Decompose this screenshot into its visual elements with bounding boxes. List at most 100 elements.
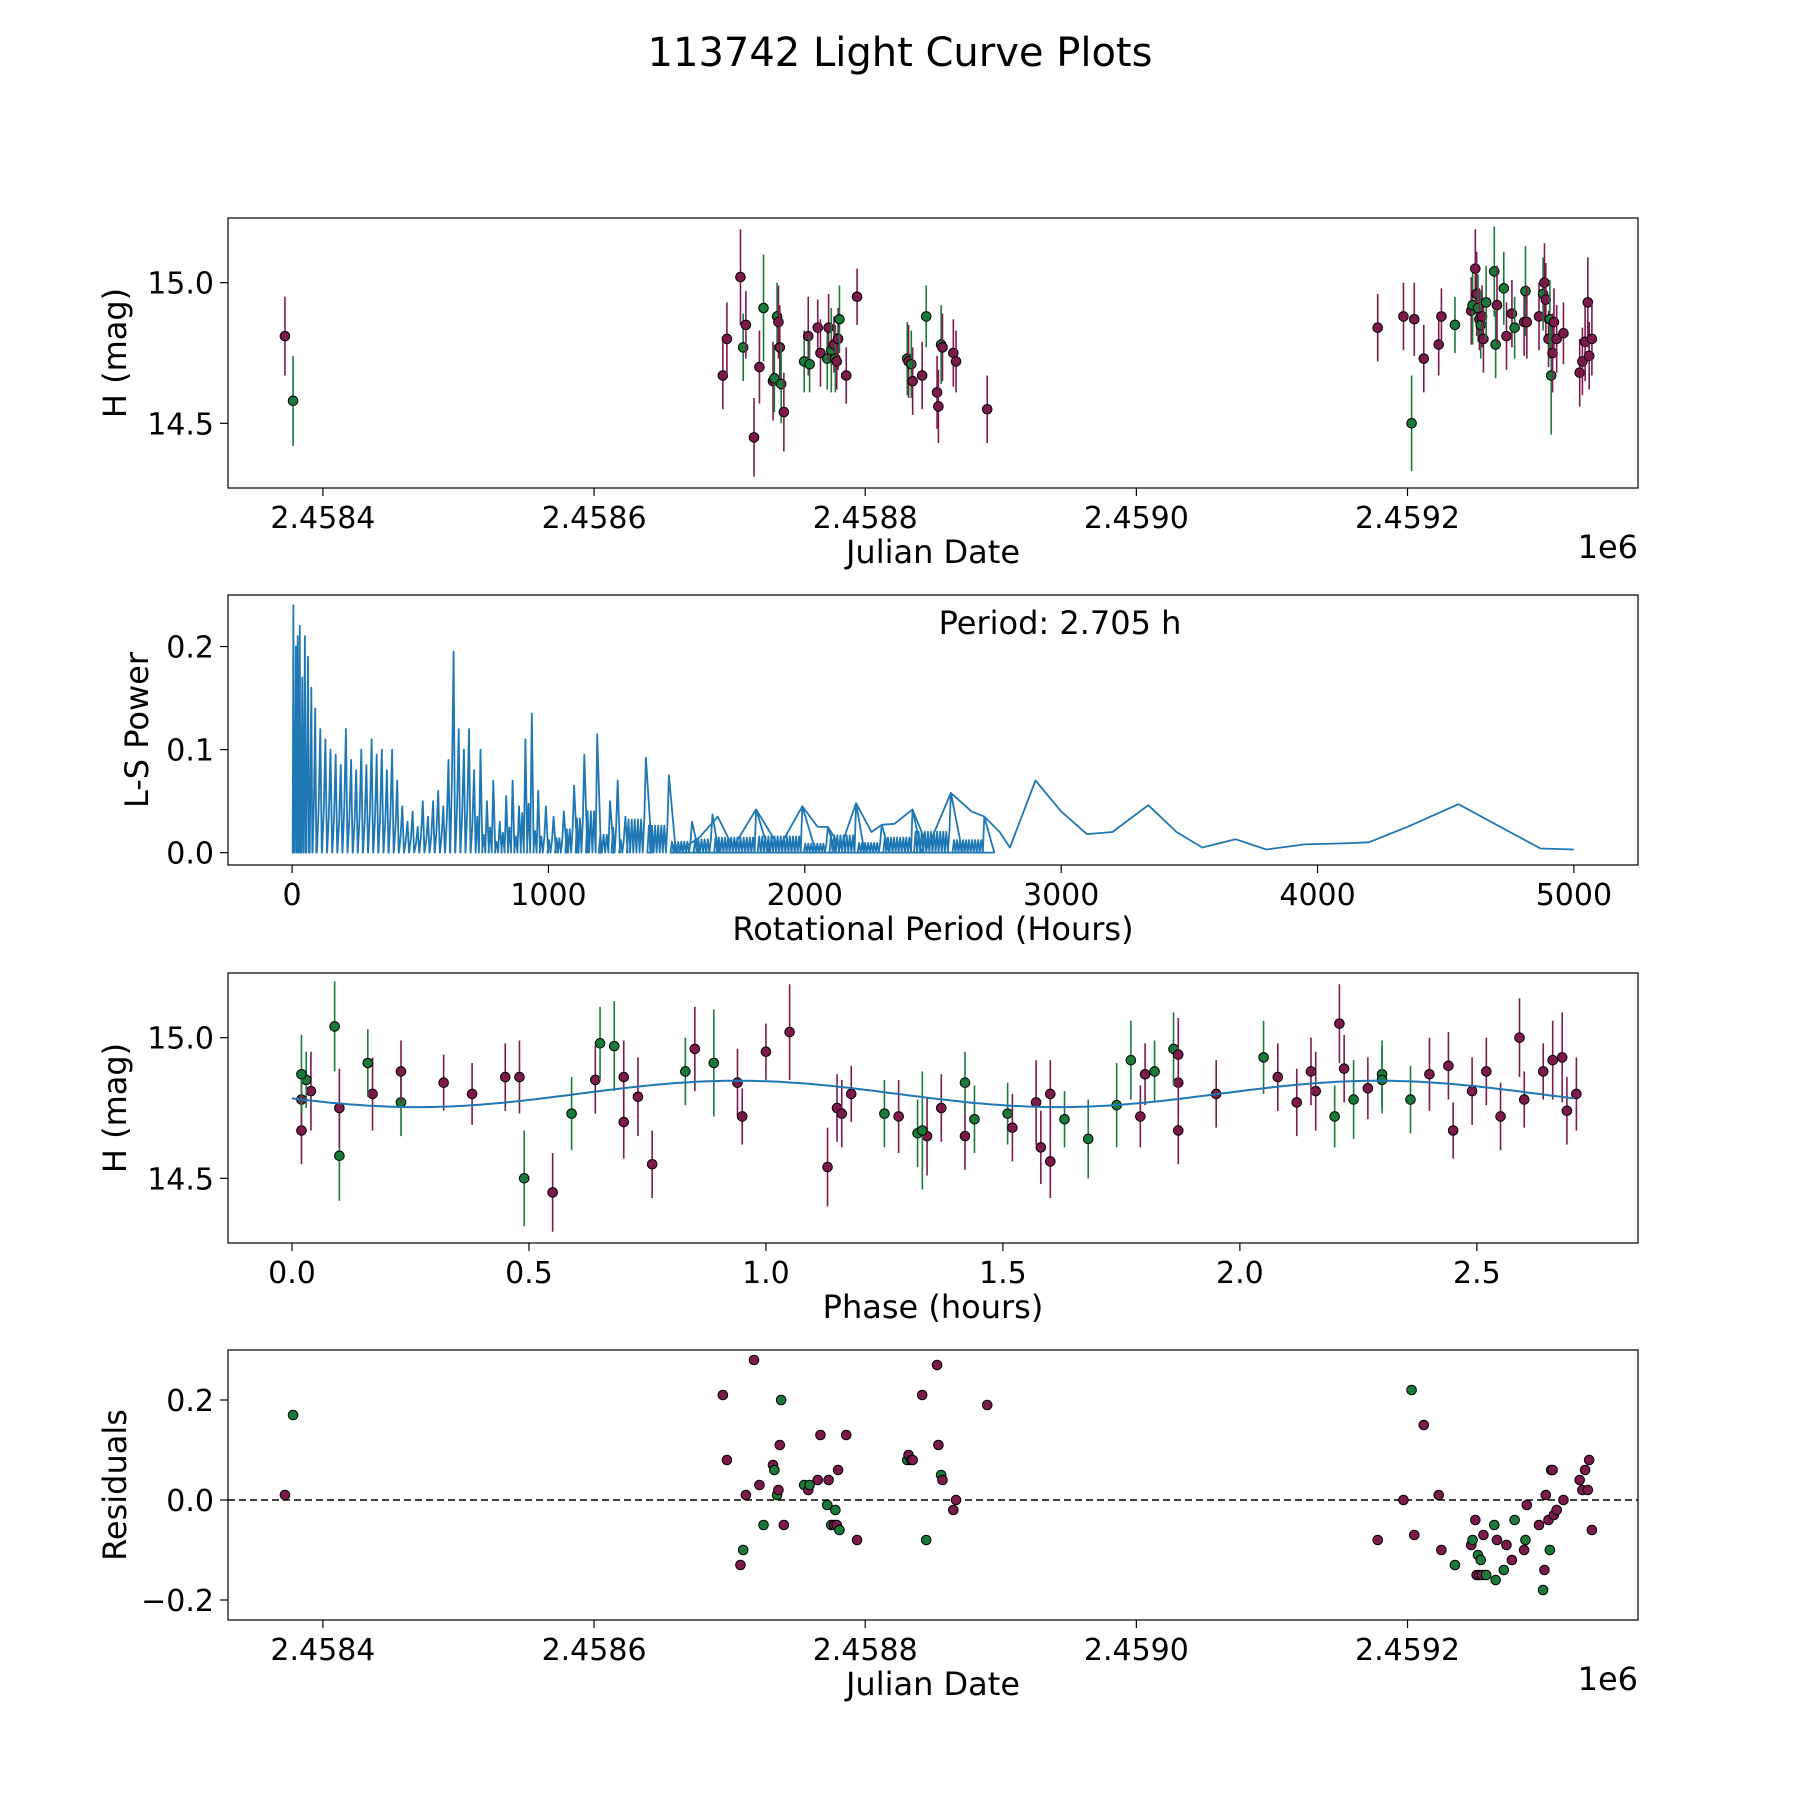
phase-point xyxy=(594,1038,606,1049)
periodogram-xtick-label: 3000 xyxy=(1023,878,1099,913)
phase-point xyxy=(760,1046,772,1058)
phase-point xyxy=(1035,1142,1047,1153)
phase-point xyxy=(608,1040,620,1052)
phase-point xyxy=(1443,1060,1454,1072)
light-curve-point xyxy=(1408,313,1420,325)
light-curve-point xyxy=(907,375,918,387)
residual-point xyxy=(1436,1544,1447,1556)
light-curve-point xyxy=(735,271,746,283)
light-curve-xtick-label: 2.4584 xyxy=(270,501,375,536)
residual-point xyxy=(1544,1544,1556,1556)
phase-point xyxy=(518,1173,530,1184)
light-curve-point xyxy=(815,347,826,359)
light-curve-point xyxy=(721,333,733,345)
residual-point xyxy=(840,1429,852,1441)
light-curve-panel: 2.4584 2.4586 2.4588 2.4590 2.4592 14.5 15.0 J… xyxy=(96,217,1639,571)
residual-point xyxy=(748,1354,760,1366)
light-curve-point xyxy=(1498,283,1510,294)
phase-point xyxy=(1149,1066,1160,1077)
light-curve-ylabel: H (mag) xyxy=(96,288,134,418)
residual-point xyxy=(821,1499,833,1511)
phase-point xyxy=(1082,1133,1094,1145)
light-curve-point xyxy=(1406,418,1417,429)
residuals-xlabel: Julian Date xyxy=(844,1665,1020,1703)
residual-point xyxy=(1408,1529,1420,1541)
light-curve-point xyxy=(937,342,948,353)
residual-point xyxy=(1518,1544,1530,1556)
residual-point xyxy=(1586,1524,1598,1536)
figure-title: 113742 Light Curve Plots xyxy=(648,30,1153,76)
phase-point xyxy=(362,1057,374,1069)
light-curve-point xyxy=(774,342,786,353)
phase-point xyxy=(1571,1088,1582,1100)
residual-point xyxy=(1537,1584,1549,1596)
light-curve-point xyxy=(802,330,814,342)
residual-point xyxy=(937,1474,948,1486)
residual-point xyxy=(1509,1514,1520,1526)
phase-point xyxy=(689,1043,701,1055)
phase-point xyxy=(1007,1122,1018,1133)
residual-point xyxy=(1533,1519,1545,1531)
light-curve-point xyxy=(1501,330,1512,342)
phase-point xyxy=(1466,1085,1478,1097)
light-curve-xlabel: Julian Date xyxy=(844,533,1020,571)
residual-point xyxy=(769,1464,780,1476)
light-curve-point xyxy=(1545,370,1557,381)
phase-fold-xtick-label: 2.5 xyxy=(1453,1256,1501,1291)
phase-point xyxy=(1481,1066,1492,1077)
fit-curve xyxy=(291,1079,1575,1109)
light-curve-point xyxy=(916,370,928,381)
residual-point xyxy=(931,1359,943,1371)
residual-point xyxy=(823,1474,834,1486)
phase-point xyxy=(566,1108,577,1119)
periodogram-ytick-label: 0.1 xyxy=(166,734,214,769)
residuals-axes-frame xyxy=(227,1349,1639,1621)
light-curve-point xyxy=(831,356,843,367)
residual-point xyxy=(737,1544,749,1556)
light-curve-point xyxy=(754,361,765,373)
light-curve-point xyxy=(1558,328,1569,339)
periodogram-axes-frame xyxy=(227,594,1639,866)
periodogram-xtick-label: 5000 xyxy=(1536,878,1612,913)
periodogram-xlabel: Rotational Period (Hours) xyxy=(732,910,1133,948)
light-curve-point xyxy=(920,311,932,322)
phase-fold-axes-frame xyxy=(227,972,1639,1244)
residual-point xyxy=(1558,1494,1569,1506)
phase-point xyxy=(836,1108,848,1119)
phase-point xyxy=(1310,1085,1322,1097)
phase-point xyxy=(969,1113,980,1125)
light-curve-point xyxy=(1491,299,1503,311)
phase-point xyxy=(917,1125,928,1136)
light-curve-point xyxy=(834,313,845,325)
light-curve-point xyxy=(950,356,962,367)
phase-point xyxy=(1362,1083,1374,1094)
light-curve-point xyxy=(1436,311,1447,322)
residual-point xyxy=(948,1504,959,1516)
residual-point xyxy=(1470,1514,1481,1526)
residual-point xyxy=(279,1489,291,1501)
residual-point xyxy=(916,1389,928,1401)
phase-point xyxy=(547,1187,558,1198)
residual-point xyxy=(1547,1464,1558,1476)
residual-point xyxy=(1579,1464,1591,1476)
phase-point xyxy=(680,1066,691,1077)
periodogram-panel: 0 1000 2000 3000 4000 5000 0.0 0.1 0.2 Period: 2… xyxy=(118,594,1639,948)
residual-point xyxy=(812,1474,824,1486)
residual-point xyxy=(1521,1499,1533,1511)
residual-point xyxy=(1490,1574,1501,1586)
light-curve-ytick-label: 14.5 xyxy=(147,407,214,442)
phase-point xyxy=(590,1074,601,1086)
light-curve-xtick-label: 2.4592 xyxy=(1355,501,1460,536)
residual-point xyxy=(1520,1534,1531,1546)
phase-point xyxy=(1045,1088,1056,1100)
phase-point xyxy=(1125,1054,1137,1066)
residual-point xyxy=(775,1394,787,1406)
light-curve-point xyxy=(906,358,917,370)
residual-point xyxy=(832,1464,844,1476)
phase-point xyxy=(1495,1111,1506,1122)
phase-point xyxy=(1172,1125,1184,1136)
residual-point xyxy=(1491,1534,1503,1546)
phase-point xyxy=(618,1116,630,1128)
light-curve-point xyxy=(1490,339,1501,350)
